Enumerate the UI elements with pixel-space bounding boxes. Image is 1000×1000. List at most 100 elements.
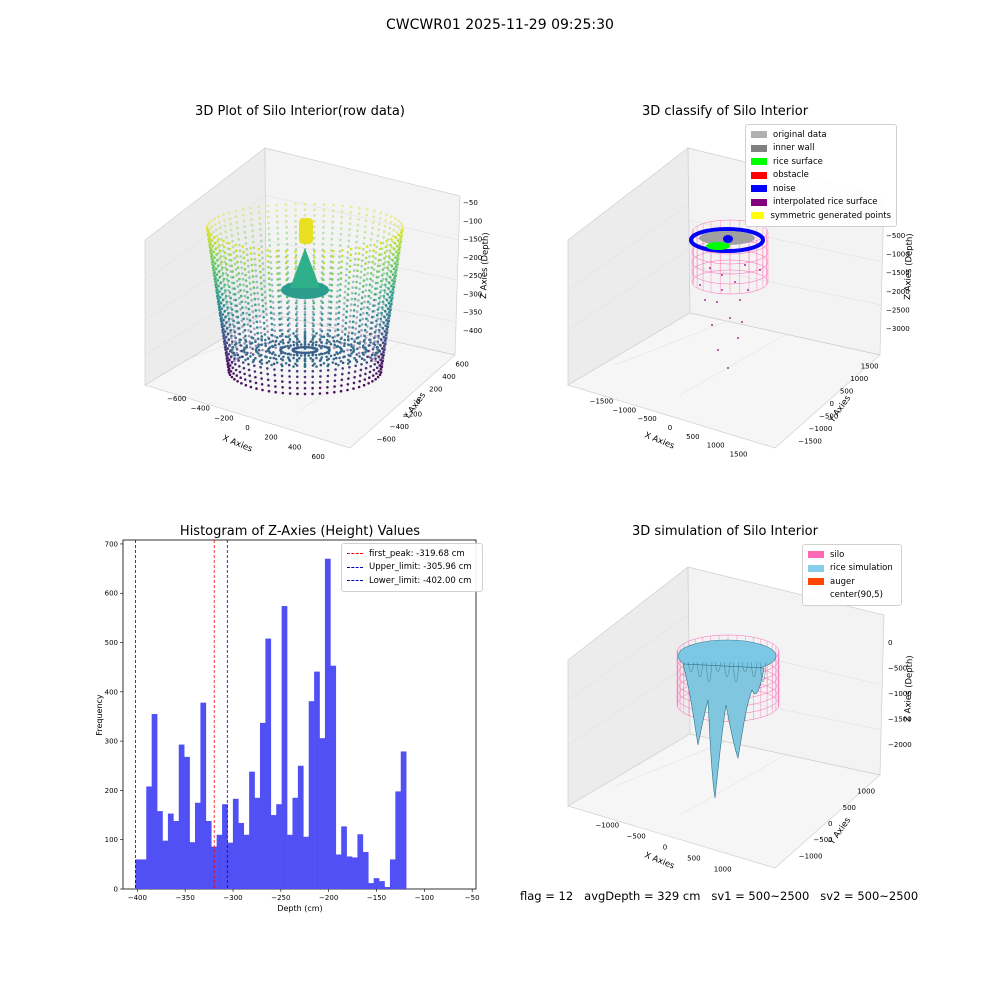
panel1-point [385, 304, 388, 308]
panel1-point [274, 385, 277, 388]
panel1-point [221, 299, 225, 302]
panel1-point [399, 237, 402, 240]
hist-y-tick-label: 200 [105, 787, 118, 795]
panel1-point [254, 356, 257, 360]
panel1-point [360, 259, 364, 262]
panel1-point [370, 321, 373, 325]
panel1-point [227, 319, 231, 323]
panel1-point [391, 288, 395, 291]
panel1-point [261, 348, 264, 352]
panel1-point [242, 323, 246, 326]
panel1-point [217, 264, 220, 267]
panel1-point [226, 365, 230, 369]
panel1-point [245, 353, 248, 356]
panel1-point [232, 372, 235, 375]
panel1-point [257, 303, 261, 306]
panel1-point [386, 292, 389, 296]
panel1-point [239, 349, 242, 353]
panel1-point [321, 254, 324, 257]
panel1-point [214, 248, 217, 251]
panel1-point [374, 357, 377, 360]
panel1-point [347, 233, 351, 237]
panel1-point [359, 270, 363, 274]
panel1-point [289, 353, 292, 356]
panel1-point [379, 211, 383, 215]
panel1-point [321, 301, 324, 305]
panel1-point [375, 313, 379, 317]
panel1-point [355, 360, 359, 364]
panel1-point [368, 308, 371, 311]
panel1-point [381, 283, 384, 287]
panel1-point [241, 311, 245, 315]
panel1-point [254, 381, 258, 385]
panel1-point [256, 331, 260, 335]
panel1-point [274, 357, 278, 361]
panel1-point [396, 258, 399, 262]
panel1-point [225, 359, 229, 363]
panel1-point [380, 360, 384, 364]
panel1-point [371, 380, 374, 383]
panel1-title: 3D Plot of Silo Interior(row data) [195, 104, 405, 119]
panel1-point [346, 293, 350, 296]
panel1-point [397, 251, 401, 255]
panel1-point [340, 210, 344, 213]
panel1-point [303, 313, 307, 316]
hist-bar [216, 834, 223, 889]
legend-swatch [808, 564, 824, 572]
panel1-point [218, 249, 222, 252]
panel1-point [259, 331, 263, 335]
panel1-point [225, 341, 229, 345]
panel1-point [263, 285, 266, 288]
panel1-point [352, 309, 356, 312]
panel1-point [379, 319, 383, 323]
panel1-point [318, 344, 321, 347]
panel1-point [250, 304, 254, 308]
panel1-point [362, 344, 365, 348]
panel1-point [386, 274, 389, 277]
panel1-point [216, 297, 220, 300]
panel1-point [355, 353, 359, 356]
panel1-point [226, 363, 229, 366]
panel1-point [272, 312, 276, 316]
panel1-point [336, 328, 340, 332]
panel1-point [262, 273, 266, 277]
panel1-point [369, 277, 372, 281]
hist-bar [287, 834, 293, 889]
panel1-point [277, 300, 281, 304]
panel1-point [227, 339, 230, 342]
panel1-point [247, 264, 250, 268]
panel1-point [294, 242, 298, 246]
panel1-point [349, 259, 352, 262]
panel1-point [275, 203, 278, 207]
panel1-point [361, 290, 365, 294]
panel1-point [371, 357, 374, 361]
panel1-point [383, 346, 387, 349]
panel4-y-tick: −1000 [799, 852, 823, 860]
panel1-point [357, 252, 361, 255]
panel1-point [280, 317, 283, 320]
panel1-point [341, 248, 344, 252]
panel1-point [311, 316, 315, 320]
panel1-point [224, 272, 228, 275]
panel1-point [276, 220, 279, 224]
panel1-point [214, 267, 217, 271]
panel1-point [392, 282, 395, 286]
panel1-point [379, 358, 383, 361]
panel1-point [329, 266, 333, 269]
panel1-point [234, 336, 237, 340]
panel1-point [341, 367, 345, 370]
panel1-point [272, 356, 276, 360]
panel1-point [326, 364, 330, 368]
panel1-point [216, 258, 219, 262]
panel1-point [249, 346, 252, 349]
panel2-y-tick: 500 [840, 387, 853, 395]
hist-bar [324, 558, 331, 889]
panel1-point [335, 339, 339, 343]
panel1-point [272, 306, 275, 310]
panel1-point [364, 350, 367, 354]
panel1-point [368, 302, 372, 306]
panel1-point [345, 304, 349, 308]
panel1-point [266, 215, 270, 219]
panel1-point [392, 228, 396, 232]
panel1-point [320, 329, 324, 333]
